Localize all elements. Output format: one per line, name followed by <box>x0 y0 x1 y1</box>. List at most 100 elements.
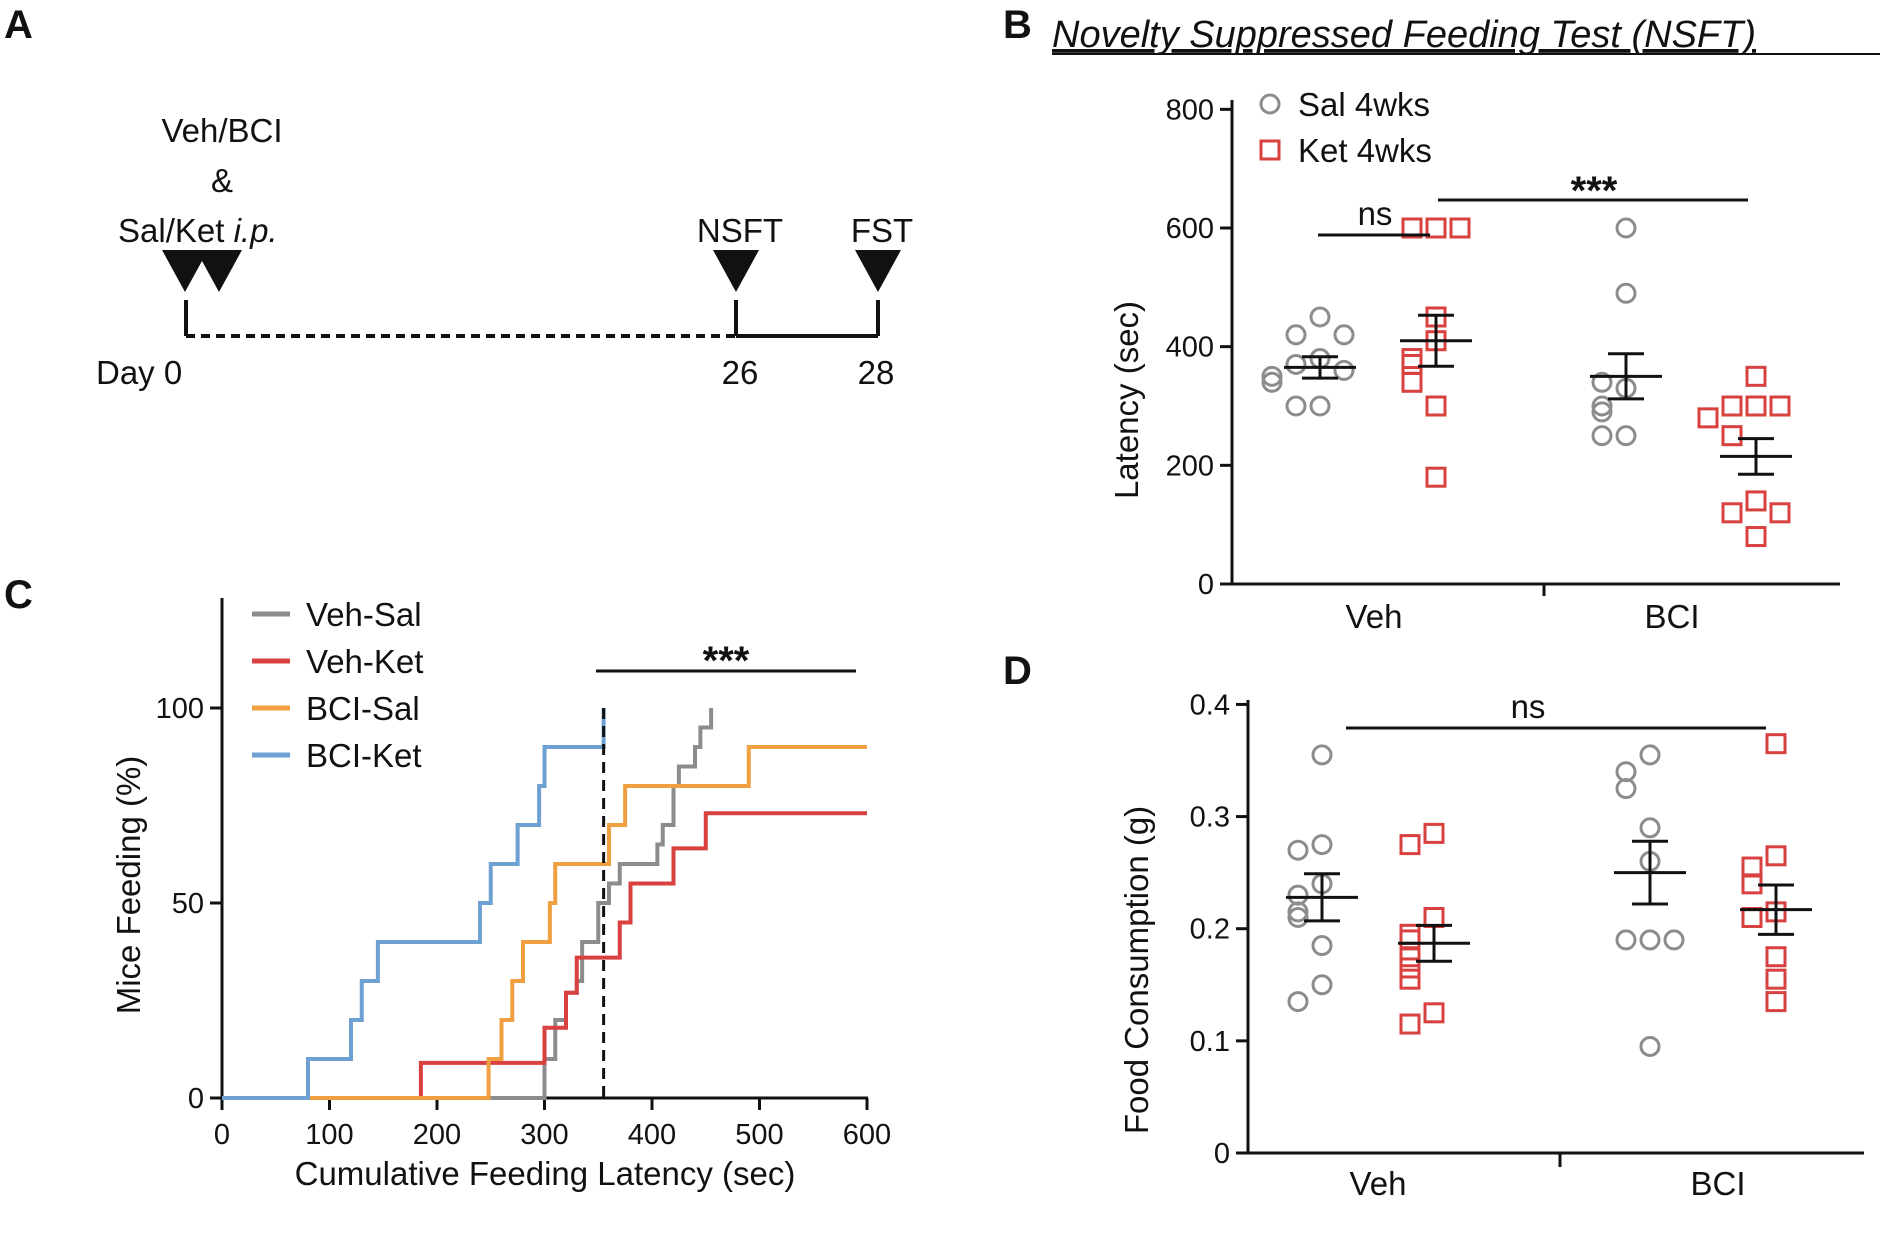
panel-d-point <box>1311 974 1333 996</box>
panel-b-ytick-label: 200 <box>1166 450 1214 482</box>
panel-d-yticks: 0 0.1 0.2 0.3 0.4 <box>1190 689 1248 1170</box>
panel-d-ytick-label: 0.3 <box>1190 802 1230 834</box>
panel-b-point <box>1309 395 1331 417</box>
panel-c-xtick-label: 200 <box>413 1119 461 1151</box>
panel-b-legend-sal: Sal 4wks <box>1298 86 1430 123</box>
panel-b-point <box>1309 306 1331 328</box>
panel-a-label: A <box>4 3 33 47</box>
panel-b-sig-ns: ns <box>1358 195 1393 232</box>
panel-b-point <box>1591 401 1613 423</box>
panel-c-yticks: 0 50 100 <box>156 693 222 1115</box>
injection-marker-2 <box>196 250 242 292</box>
panel-b-ytick-label: 600 <box>1166 213 1214 245</box>
panel-d-point <box>1765 968 1787 990</box>
panel-d-point <box>1639 817 1661 839</box>
panel-d-point <box>1615 761 1637 783</box>
panel-d-point <box>1765 991 1787 1013</box>
panel-b-point <box>1615 217 1637 239</box>
panel-c-ytick-label: 0 <box>188 1083 204 1115</box>
panel-b-point <box>1721 425 1743 447</box>
panel-b: B Novelty Suppressed Feeding Test (NSFT)… <box>1003 3 1880 635</box>
panel-d: D Food Consumption (g) 0 0.1 0.2 0.3 0.4 Veh… <box>1003 649 1864 1202</box>
panel-b-point <box>1745 526 1767 548</box>
panel-b-point <box>1769 395 1791 417</box>
panel-d-xcat-bci: BCI <box>1690 1165 1745 1202</box>
panel-c-label: C <box>4 573 33 617</box>
panel-d-point <box>1639 744 1661 766</box>
nsft-marker <box>713 250 759 292</box>
panel-b-point <box>1721 502 1743 524</box>
panel-d-point <box>1399 957 1421 979</box>
timeline-route: i.p. <box>234 212 278 249</box>
panel-b-point <box>1745 365 1767 387</box>
panel-c-ytick-label: 100 <box>156 693 204 725</box>
panel-b-point <box>1285 353 1307 375</box>
panel-d-point <box>1663 929 1685 951</box>
panel-d-ylabel: Food Consumption (g) <box>1118 806 1155 1134</box>
panel-b-point <box>1333 324 1355 346</box>
panel-a: A Veh/BCI & Sal/Ket i.p. NSFT FST Day 0 … <box>4 3 913 391</box>
panel-b-ylabel: Latency (sec) <box>1108 301 1145 499</box>
panel-b-point <box>1401 217 1423 239</box>
panel-d-point <box>1615 929 1637 951</box>
panel-b-point <box>1333 359 1355 381</box>
timeline-event-nsft: NSFT <box>697 212 783 249</box>
panel-d-point <box>1765 845 1787 867</box>
panel-d-point <box>1423 907 1445 928</box>
panel-d-point <box>1765 733 1787 755</box>
panel-c-xtick-label: 100 <box>305 1119 353 1151</box>
panel-c-series-lines <box>222 708 867 1100</box>
panel-d-point <box>1399 968 1421 990</box>
panel-b-point <box>1261 365 1283 387</box>
panel-d-point <box>1287 901 1309 923</box>
panel-c-xlabel: Cumulative Feeding Latency (sec) <box>295 1155 796 1192</box>
panel-c-line-bci-ket <box>222 708 606 1100</box>
panel-c-xtick-label: 300 <box>520 1119 568 1151</box>
injection-marker-1 <box>162 250 208 292</box>
panel-b-legend-circle-marker <box>1259 93 1281 115</box>
panel-b-point <box>1401 371 1423 393</box>
panel-d-point <box>1765 946 1787 968</box>
panel-b-point <box>1425 395 1447 417</box>
panel-d-point <box>1423 1002 1445 1024</box>
panel-d-point <box>1311 834 1333 856</box>
panel-d-point <box>1399 1013 1421 1035</box>
panel-d-point <box>1639 1035 1661 1057</box>
panel-b-point <box>1425 217 1447 239</box>
panel-b-points <box>1261 217 1792 548</box>
panel-d-point <box>1287 991 1309 1013</box>
timeline-treatment-drug: Sal/Ket <box>118 212 224 249</box>
panel-d-point <box>1741 856 1763 878</box>
panel-c-legend-bci-ket: BCI-Ket <box>306 737 422 774</box>
timeline-day-28: 28 <box>858 354 895 391</box>
panel-b-xcat-veh: Veh <box>1346 598 1403 635</box>
panel-d-point <box>1287 884 1309 906</box>
panel-c-xtick-label: 0 <box>214 1119 230 1151</box>
panel-c-xtick-label: 400 <box>628 1119 676 1151</box>
panel-d-point <box>1311 744 1333 766</box>
panel-b-legend-ket: Ket 4wks <box>1298 132 1432 169</box>
panel-d-xcat-veh: Veh <box>1350 1165 1407 1202</box>
panel-b-point <box>1615 282 1637 304</box>
panel-b-point <box>1591 395 1613 417</box>
panel-b-legend-square-marker <box>1259 139 1281 161</box>
panel-b-xcat-bci: BCI <box>1644 598 1699 635</box>
panel-b-title: Novelty Suppressed Feeding Test (NSFT) <box>1052 14 1756 56</box>
panel-c-legend-bci-sal: BCI-Sal <box>306 690 420 727</box>
panel-d-point <box>1311 935 1333 957</box>
panel-b-point <box>1261 371 1283 393</box>
panel-d-point <box>1639 929 1661 951</box>
panel-d-point <box>1287 839 1309 861</box>
panel-d-points <box>1286 733 1812 1057</box>
panel-c-line-veh-ket <box>222 811 867 1100</box>
panel-b-point <box>1745 490 1767 512</box>
fst-marker <box>855 250 901 292</box>
panel-c-ylabel: Mice Feeding (%) <box>110 756 147 1015</box>
panel-c-xticks: 0 100 200 300 400 500 600 <box>214 1098 891 1151</box>
panel-d-ytick-label: 0.4 <box>1190 689 1230 721</box>
panel-d-ytick-label: 0.1 <box>1190 1026 1230 1058</box>
panel-b-point <box>1591 425 1613 447</box>
panel-c-legend-veh-ket: Veh-Ket <box>306 643 423 680</box>
timeline-day-label: Day 0 <box>96 354 182 391</box>
panel-b-ytick-label: 0 <box>1198 569 1214 601</box>
